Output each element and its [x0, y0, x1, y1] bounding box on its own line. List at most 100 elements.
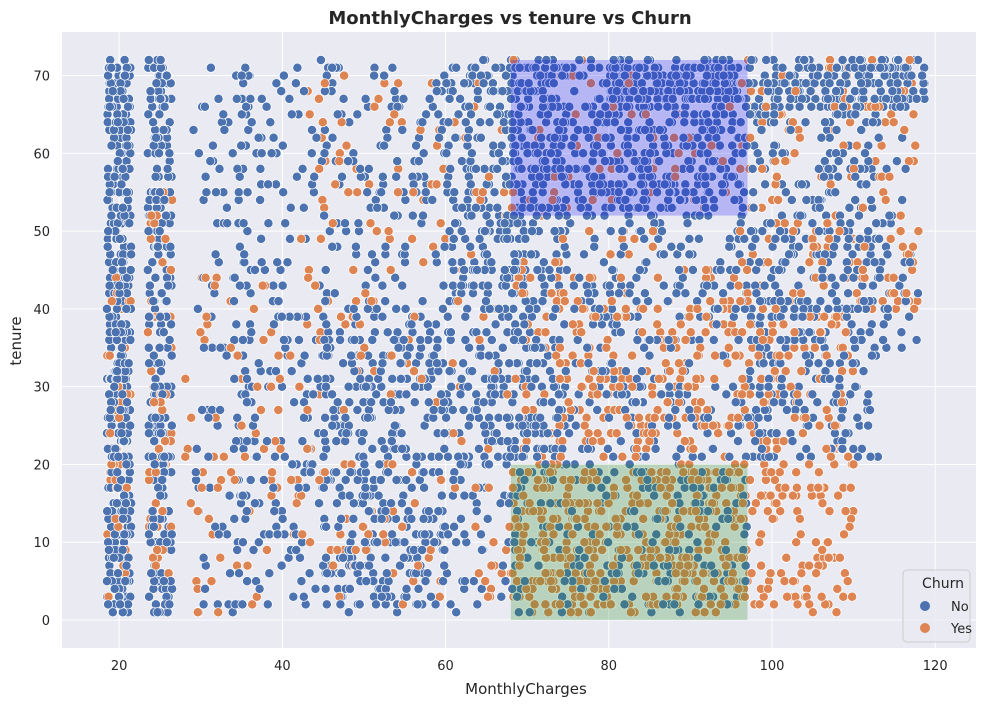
data-point-no [363, 506, 374, 517]
data-point-no [343, 607, 354, 618]
data-point-no [617, 226, 628, 237]
data-point-no [320, 412, 331, 423]
data-point-no [471, 405, 482, 415]
data-point-yes [480, 576, 491, 587]
data-point-no [191, 443, 202, 454]
data-point-no [343, 381, 354, 392]
data-point-no [448, 475, 459, 485]
data-point-yes [710, 350, 720, 361]
data-point-no [237, 537, 248, 548]
data-point-no [250, 265, 260, 275]
data-point-no [320, 265, 331, 275]
data-point-no [420, 576, 431, 587]
data-point-no [552, 428, 563, 439]
data-points [101, 55, 930, 618]
data-point-yes [256, 405, 266, 415]
data-point-yes [563, 397, 574, 408]
data-point-no [613, 288, 624, 299]
data-point-no [242, 226, 253, 237]
data-point-no [205, 156, 216, 167]
data-point-yes [247, 599, 258, 610]
data-point-no [361, 381, 371, 392]
data-point-no [410, 381, 420, 392]
data-point-no [478, 397, 489, 408]
data-point-no [356, 436, 367, 447]
data-point-yes [266, 381, 277, 392]
data-point-no [400, 241, 411, 252]
data-point-yes [296, 233, 307, 244]
data-point-yes [350, 545, 361, 555]
data-point-no [878, 335, 889, 345]
data-point-yes [615, 272, 626, 283]
data-point-no [436, 490, 447, 501]
data-point-yes [780, 482, 791, 493]
data-point-no [280, 218, 291, 229]
data-point-no [255, 163, 266, 174]
data-point-no [597, 366, 608, 377]
data-point-yes [215, 552, 226, 563]
data-point-no [112, 467, 123, 478]
data-point-no [460, 335, 471, 345]
data-point-no [367, 249, 377, 260]
data-point-no [636, 366, 647, 377]
data-point-yes [808, 241, 819, 252]
data-point-no [840, 428, 851, 439]
data-point-no [282, 257, 293, 268]
data-point-no [241, 506, 252, 517]
data-point-yes [648, 226, 658, 237]
data-point-yes [389, 109, 400, 120]
data-point-yes [709, 373, 720, 384]
data-point-no [276, 311, 287, 322]
data-point-yes [840, 327, 851, 338]
data-point-no [121, 187, 132, 198]
data-point-yes [817, 498, 828, 509]
data-point-no [795, 210, 806, 221]
data-point-no [233, 187, 244, 198]
data-point-no [813, 163, 824, 174]
data-point-no [708, 443, 718, 454]
data-point-no [820, 117, 830, 128]
data-point-no [486, 335, 497, 345]
data-point-no [285, 233, 295, 244]
data-point-no [427, 195, 438, 205]
data-point-no [399, 537, 410, 548]
data-point-yes [550, 257, 561, 268]
data-point-no [199, 101, 210, 112]
data-point-no [673, 389, 684, 400]
data-point-yes [310, 280, 321, 291]
data-point-no [445, 599, 456, 610]
data-point-no [476, 529, 486, 540]
data-point-yes [763, 257, 774, 268]
data-point-yes [252, 381, 263, 392]
data-point-no [544, 265, 555, 275]
data-point-no [263, 179, 274, 190]
data-point-yes [200, 272, 211, 283]
data-point-no [526, 249, 537, 260]
data-point-no [458, 405, 469, 415]
data-point-no [231, 93, 242, 104]
data-point-no [295, 552, 305, 563]
data-point-no [355, 163, 366, 174]
data-point-no [294, 335, 304, 345]
data-point-no [774, 265, 784, 275]
data-point-yes [385, 265, 396, 275]
data-point-no [745, 366, 756, 377]
data-point-no [897, 272, 908, 283]
data-point-no [657, 226, 667, 237]
data-point-no [874, 272, 885, 283]
data-point-no [297, 436, 308, 447]
data-point-no [162, 163, 173, 174]
data-point-no [459, 529, 470, 540]
data-point-no [232, 545, 243, 555]
data-point-no [761, 55, 772, 65]
data-point-no [509, 335, 520, 345]
data-point-no [484, 117, 495, 128]
data-point-no [759, 280, 770, 291]
data-point-no [314, 498, 324, 509]
data-point-no [831, 389, 842, 400]
data-point-no [360, 93, 371, 104]
data-point-yes [857, 265, 868, 275]
data-point-no [297, 163, 308, 174]
data-point-no [345, 467, 356, 478]
data-point-no [391, 303, 402, 314]
